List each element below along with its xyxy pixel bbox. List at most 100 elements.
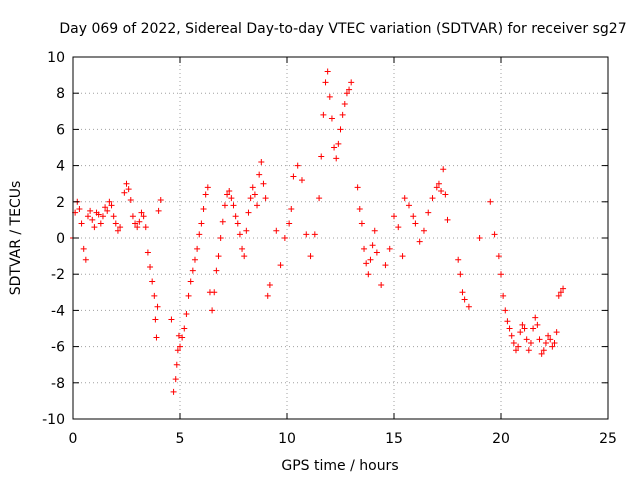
data-point	[378, 282, 385, 289]
data-point	[335, 140, 342, 147]
data-point	[84, 213, 91, 220]
data-point	[217, 235, 224, 241]
data-point	[140, 213, 147, 220]
data-point	[405, 202, 412, 209]
data-point	[247, 195, 254, 202]
data-point	[104, 207, 111, 214]
data-point	[365, 271, 372, 278]
data-point	[512, 347, 519, 354]
data-point	[142, 224, 149, 231]
data-point	[536, 336, 543, 343]
data-point	[221, 202, 228, 209]
data-point	[106, 198, 113, 205]
data-point	[532, 314, 539, 321]
data-point	[363, 260, 370, 267]
data-point	[202, 191, 209, 198]
data-point	[294, 162, 301, 169]
data-point	[149, 278, 156, 285]
data-point	[249, 184, 256, 191]
data-point	[136, 218, 143, 225]
data-point	[519, 321, 526, 328]
data-point	[200, 206, 207, 213]
data-point	[373, 249, 380, 256]
data-point	[219, 218, 226, 225]
data-point	[515, 343, 522, 350]
y-tick-label: 6	[56, 122, 65, 138]
data-point	[534, 321, 541, 328]
y-tick-label: 8	[56, 86, 65, 102]
y-tick-label: -10	[42, 412, 65, 428]
data-point	[95, 211, 102, 218]
data-point	[549, 343, 556, 350]
data-point	[498, 271, 504, 278]
data-point	[476, 235, 483, 241]
data-point	[89, 216, 96, 223]
data-point	[433, 184, 440, 191]
data-point	[395, 224, 402, 231]
data-point	[281, 235, 288, 241]
data-point	[183, 311, 190, 318]
data-point	[459, 289, 466, 296]
data-point	[181, 325, 188, 332]
data-point	[521, 325, 528, 332]
data-point	[504, 318, 511, 325]
data-point	[129, 213, 136, 220]
data-point	[286, 220, 293, 227]
data-point	[154, 303, 161, 310]
data-point	[273, 227, 280, 234]
data-point	[266, 282, 273, 289]
data-point	[138, 209, 145, 216]
axis-ticks: 0 5 10 15 20 25 -10 -8 -6 -4 -2 0 2 4 6 8 10	[42, 50, 617, 447]
y-axis-label: SDTVAR / TECUs	[8, 181, 24, 296]
data-point	[455, 256, 462, 263]
data-point	[170, 388, 177, 395]
data-point	[196, 231, 203, 238]
data-point	[157, 196, 164, 203]
data-point	[412, 220, 419, 227]
data-point	[117, 224, 124, 231]
data-point	[391, 213, 397, 220]
data-point	[429, 195, 436, 202]
data-point	[194, 245, 201, 252]
data-point	[258, 158, 265, 165]
data-point	[457, 271, 464, 278]
data-point	[331, 144, 338, 151]
data-point	[78, 220, 85, 227]
data-point	[110, 213, 117, 220]
data-point	[234, 220, 241, 227]
data-point	[538, 350, 545, 357]
data-point	[416, 238, 423, 245]
data-point	[264, 292, 271, 299]
data-point	[487, 198, 494, 205]
x-tick-label: 15	[385, 431, 403, 447]
data-point	[132, 220, 139, 227]
data-point	[557, 289, 564, 296]
data-point	[523, 336, 530, 343]
data-point	[179, 334, 186, 341]
data-point	[435, 180, 442, 187]
data-point	[316, 195, 323, 202]
data-point	[177, 343, 183, 350]
data-point	[358, 220, 365, 227]
x-tick-label: 0	[69, 431, 78, 447]
y-tick-label: -4	[51, 303, 65, 319]
data-point	[333, 155, 340, 162]
x-tick-label: 20	[492, 431, 510, 447]
data-point	[367, 256, 374, 263]
y-tick-label: -8	[51, 376, 65, 392]
data-point	[527, 339, 534, 346]
data-point	[155, 207, 162, 214]
data-point	[236, 231, 243, 238]
data-point	[461, 296, 468, 303]
data-point	[502, 307, 509, 314]
data-point	[152, 316, 159, 323]
data-point	[254, 202, 261, 209]
chart-title: Day 069 of 2022, Sidereal Day-to-day VTE…	[59, 21, 626, 37]
data-point	[82, 256, 89, 263]
y-tick-label: 10	[47, 50, 65, 66]
data-point	[189, 267, 196, 274]
data-point	[337, 126, 344, 133]
data-point	[185, 292, 192, 299]
data-point	[491, 231, 498, 238]
